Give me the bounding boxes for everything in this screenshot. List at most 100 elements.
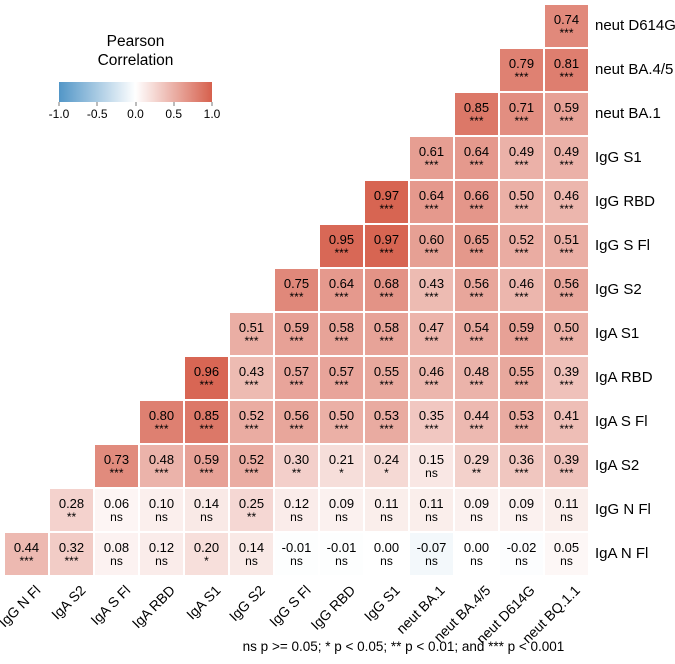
- legend-tick-mark: [58, 101, 60, 106]
- heatmap-cell: 0.57 ***: [319, 356, 364, 400]
- legend-tick-labels: -1.0 -0.5 0.0 0.5 1.0: [49, 107, 221, 123]
- heatmap-cell: 0.68 ***: [364, 268, 409, 312]
- heatmap-cell: 0.44 ***: [454, 400, 499, 444]
- heatmap-cell: 0.05 ns: [544, 532, 589, 576]
- cell-significance: ns: [380, 554, 393, 569]
- heatmap-cell: 0.08 ns: [94, 532, 139, 576]
- cell-significance: ns: [425, 466, 438, 481]
- cell-significance: ***: [559, 202, 574, 217]
- cell-value: 0.97: [373, 231, 400, 247]
- cell-significance: ***: [199, 378, 214, 393]
- heatmap-cell: 0.24 *: [364, 444, 409, 488]
- cell-significance: ns: [200, 510, 213, 525]
- cell-value: 0.53: [508, 407, 535, 423]
- cell-value: 0.08: [103, 539, 130, 555]
- cell-value: 0.57: [328, 363, 355, 379]
- heatmap-cell: 0.96 ***: [184, 356, 229, 400]
- heatmap-cell: 0.97 ***: [364, 224, 409, 268]
- cell-value: 0.73: [103, 451, 130, 467]
- cell-significance: ***: [244, 422, 259, 437]
- cell-value: 0.56: [553, 275, 580, 291]
- heatmap-cell: 0.64 ***: [409, 180, 454, 224]
- cell-significance: ns: [335, 554, 348, 569]
- cell-significance: ***: [559, 290, 574, 305]
- row-label: IgA S2: [595, 457, 640, 474]
- heatmap-cell: 0.59 ***: [274, 312, 319, 356]
- heatmap-cell: 0.12 ns: [139, 532, 184, 576]
- col-label: IgG RBD: [307, 582, 359, 633]
- heatmap-cell: 0.73 ***: [94, 444, 139, 488]
- cell-value: 0.20: [193, 539, 220, 555]
- row-label: IgG S1: [595, 149, 642, 166]
- cell-value: -0.07: [416, 539, 447, 555]
- heatmap-cell: 0.10 ns: [139, 488, 184, 532]
- cell-significance: ***: [514, 290, 529, 305]
- heatmap-cell: -0.07 ns: [409, 532, 454, 576]
- row-label: IgA S1: [595, 325, 640, 342]
- cell-value: 0.49: [508, 143, 535, 159]
- heatmap-cell: 0.61 ***: [409, 136, 454, 180]
- col-label: IgG S1: [361, 582, 404, 625]
- cell-significance: ***: [424, 422, 439, 437]
- cell-value: 0.48: [148, 451, 175, 467]
- cell-value: 0.97: [373, 187, 400, 203]
- legend-title: Pearson Correlation: [97, 33, 174, 70]
- heatmap-cell: 0.43 ***: [229, 356, 274, 400]
- cell-value: 0.56: [463, 275, 490, 291]
- heatmap-cell: 0.85 ***: [454, 92, 499, 136]
- cell-significance: ***: [559, 246, 574, 261]
- heatmap-cell: 0.44 ***: [4, 532, 49, 576]
- cell-value: 0.55: [508, 363, 535, 379]
- row-label: IgG S Fl: [595, 237, 651, 254]
- cell-significance: **: [246, 510, 257, 525]
- heatmap-cell: 0.12 ns: [274, 488, 319, 532]
- heatmap-cell: 0.46 ***: [409, 356, 454, 400]
- cell-value: 0.24: [373, 451, 400, 467]
- heatmap-cell: 0.48 ***: [139, 444, 184, 488]
- cell-significance: ***: [244, 466, 259, 481]
- cell-significance: **: [66, 510, 77, 525]
- cell-significance: ***: [559, 378, 574, 393]
- cell-value: 0.21: [328, 451, 355, 467]
- cell-significance: ns: [380, 510, 393, 525]
- cell-significance: ***: [289, 378, 304, 393]
- cell-significance: ns: [470, 554, 483, 569]
- heatmap-cell: 0.74 ***: [544, 4, 589, 48]
- cell-value: 0.44: [13, 539, 40, 555]
- legend-tick-mark: [96, 101, 98, 106]
- cell-value: 0.71: [508, 99, 535, 115]
- cell-significance: ***: [334, 246, 349, 261]
- heatmap-cell: 0.50 ***: [544, 312, 589, 356]
- cell-value: 0.09: [508, 495, 535, 511]
- cell-value: 0.65: [463, 231, 490, 247]
- col-label: IgA S2: [47, 582, 89, 623]
- heatmap-cell: 0.09 ns: [454, 488, 499, 532]
- cell-value: 0.11: [554, 495, 579, 511]
- cell-value: 0.59: [508, 319, 535, 335]
- heatmap-cell: 0.46 ***: [499, 268, 544, 312]
- heatmap-cell: 0.79 ***: [499, 48, 544, 92]
- cell-value: 0.59: [283, 319, 310, 335]
- cell-value: 0.56: [283, 407, 310, 423]
- heatmap-cell: 0.81 ***: [544, 48, 589, 92]
- heatmap-cell: 0.59 ***: [184, 444, 229, 488]
- heatmap-cell: 0.09 ns: [499, 488, 544, 532]
- cell-significance: ***: [379, 422, 394, 437]
- heatmap-cell: 0.00 ns: [364, 532, 409, 576]
- row-label: neut D614G: [595, 17, 675, 34]
- cell-significance: ns: [560, 510, 573, 525]
- col-labels: IgG N Fl IgA S2 IgA S Fl IgA RBD IgA S1 IgG S…: [0, 582, 675, 647]
- cell-significance: ***: [424, 202, 439, 217]
- legend: Pearson Correlation -1.0 -0.5 0.0 0.5 1.0: [49, 32, 221, 123]
- cell-significance: ***: [424, 246, 439, 261]
- cell-significance: ***: [334, 422, 349, 437]
- legend-tick-label: -1.0: [48, 106, 70, 121]
- row-label: IgG RBD: [595, 193, 656, 210]
- cell-value: 0.50: [328, 407, 355, 423]
- cell-value: 0.36: [508, 451, 535, 467]
- cell-significance: ***: [469, 334, 484, 349]
- cell-value: 0.64: [328, 275, 355, 291]
- cell-value: -0.01: [326, 539, 357, 555]
- cell-significance: ***: [469, 378, 484, 393]
